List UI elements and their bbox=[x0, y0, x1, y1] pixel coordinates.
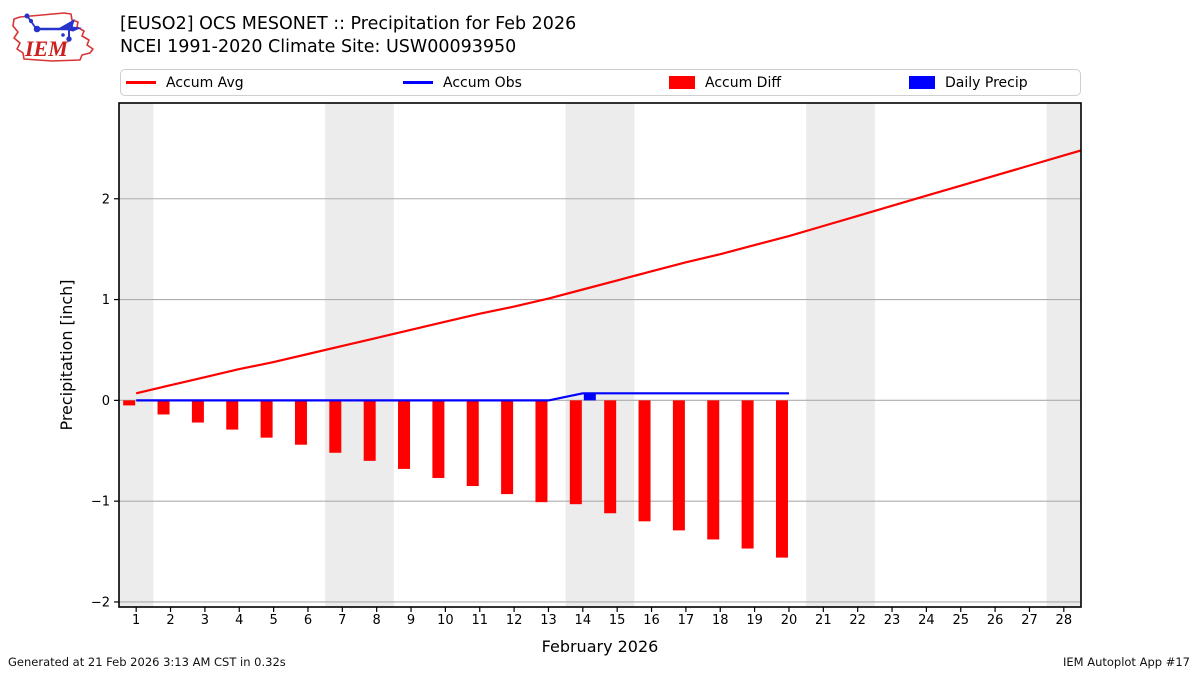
legend-item-accum-avg: Accum Avg bbox=[126, 70, 244, 95]
weekend-shading-band bbox=[565, 103, 635, 607]
x-tick-label: 11 bbox=[471, 613, 488, 628]
x-tick-label: 27 bbox=[1021, 613, 1038, 628]
accum-diff-rect-swatch bbox=[669, 76, 695, 89]
x-tick-label: 2 bbox=[166, 613, 174, 628]
accum-diff-bar bbox=[775, 400, 788, 558]
legend-item-accum-diff: Accum Diff bbox=[669, 70, 781, 95]
x-tick-label: 18 bbox=[712, 613, 729, 628]
x-tick-label: 28 bbox=[1056, 613, 1073, 628]
x-tick-label: 8 bbox=[373, 613, 381, 628]
accum-diff-bar bbox=[707, 400, 720, 540]
chart-title-line1: [EUSO2] OCS MESONET :: Precipitation for… bbox=[120, 14, 577, 34]
accum-diff-bar bbox=[329, 400, 342, 453]
app-credit: IEM Autoplot App #17 bbox=[1062, 655, 1190, 669]
iem-logo-text: IEM bbox=[24, 36, 69, 61]
accum-diff-bar bbox=[672, 400, 685, 531]
x-tick-label: 17 bbox=[678, 613, 695, 628]
x-axis-label: February 2026 bbox=[542, 637, 659, 656]
y-tick-label: 2 bbox=[102, 192, 110, 207]
y-tick-label: 0 bbox=[102, 394, 110, 409]
x-tick-label: 6 bbox=[304, 613, 312, 628]
x-tick-label: 26 bbox=[987, 613, 1004, 628]
accum-avg-line-swatch bbox=[126, 80, 156, 85]
x-tick-label: 20 bbox=[781, 613, 798, 628]
x-tick-label: 12 bbox=[506, 613, 523, 628]
x-tick-label: 10 bbox=[437, 613, 454, 628]
x-tick-label: 7 bbox=[338, 613, 346, 628]
weekend-shading-band bbox=[1046, 103, 1081, 607]
accum-diff-bar bbox=[604, 400, 617, 514]
weekend-shading-band bbox=[806, 103, 875, 607]
accum-diff-bar bbox=[569, 400, 582, 505]
legend-label: Accum Avg bbox=[166, 74, 244, 91]
daily-precip-bar bbox=[583, 393, 596, 401]
x-tick-label: 16 bbox=[643, 613, 660, 628]
accum-diff-bar bbox=[398, 400, 411, 469]
accum-diff-bar bbox=[294, 400, 307, 445]
x-tick-label: 13 bbox=[540, 613, 557, 628]
accum-diff-bar bbox=[638, 400, 651, 522]
x-tick-label: 1 bbox=[132, 613, 140, 628]
y-tick-label: −1 bbox=[91, 495, 110, 510]
x-tick-label: 22 bbox=[849, 613, 866, 628]
plot-frame bbox=[118, 102, 1082, 608]
legend: Accum Avg Accum Obs Accum Diff Daily Pre… bbox=[120, 69, 1081, 96]
x-tick-label: 14 bbox=[575, 613, 592, 628]
generated-timestamp: Generated at 21 Feb 2026 3:13 AM CST in … bbox=[8, 655, 286, 669]
accum-diff-bar bbox=[226, 400, 239, 430]
accum-diff-bar bbox=[466, 400, 479, 487]
iem-logo: IEM bbox=[12, 12, 94, 62]
weekend-shading-band bbox=[119, 103, 154, 607]
weather-station-icon bbox=[24, 13, 82, 42]
accum-obs-line-swatch bbox=[403, 80, 433, 85]
accum-diff-bar bbox=[157, 400, 170, 415]
y-axis-label: Precipitation [inch] bbox=[57, 279, 76, 430]
accum-avg-line bbox=[135, 149, 1082, 395]
y-tick-label: 1 bbox=[102, 293, 110, 308]
accum-diff-bar bbox=[501, 400, 514, 495]
legend-item-accum-obs: Accum Obs bbox=[403, 70, 522, 95]
accum-diff-bar bbox=[363, 400, 376, 461]
x-tick-label: 5 bbox=[269, 613, 277, 628]
weekend-shading-band bbox=[325, 103, 394, 607]
x-tick-label: 24 bbox=[918, 613, 935, 628]
x-tick-label: 4 bbox=[235, 613, 243, 628]
chart-title-line2: NCEI 1991-2020 Climate Site: USW00093950 bbox=[120, 37, 517, 57]
legend-label: Accum Diff bbox=[705, 74, 782, 91]
legend-label: Daily Precip bbox=[945, 74, 1028, 91]
x-tick-label: 15 bbox=[609, 613, 626, 628]
chart-title: [EUSO2] OCS MESONET :: Precipitation for… bbox=[120, 13, 576, 59]
x-tick-label: 9 bbox=[407, 613, 415, 628]
accum-diff-bar bbox=[191, 400, 204, 423]
legend-label: Accum Obs bbox=[443, 74, 522, 91]
accum-diff-bar bbox=[123, 400, 136, 406]
accum-diff-bar bbox=[741, 400, 754, 549]
accum-diff-bar bbox=[535, 400, 548, 503]
x-tick-label: 23 bbox=[884, 613, 901, 628]
y-tick-label: −2 bbox=[91, 595, 110, 610]
x-tick-label: 19 bbox=[746, 613, 763, 628]
daily-precip-rect-swatch bbox=[909, 76, 935, 89]
accum-obs-line bbox=[136, 392, 789, 402]
x-tick-label: 3 bbox=[201, 613, 209, 628]
x-tick-label: 21 bbox=[815, 613, 832, 628]
accum-diff-bar bbox=[260, 400, 273, 438]
x-tick-label: 25 bbox=[952, 613, 969, 628]
legend-item-daily-precip: Daily Precip bbox=[909, 70, 1028, 95]
accum-diff-bar bbox=[432, 400, 445, 478]
